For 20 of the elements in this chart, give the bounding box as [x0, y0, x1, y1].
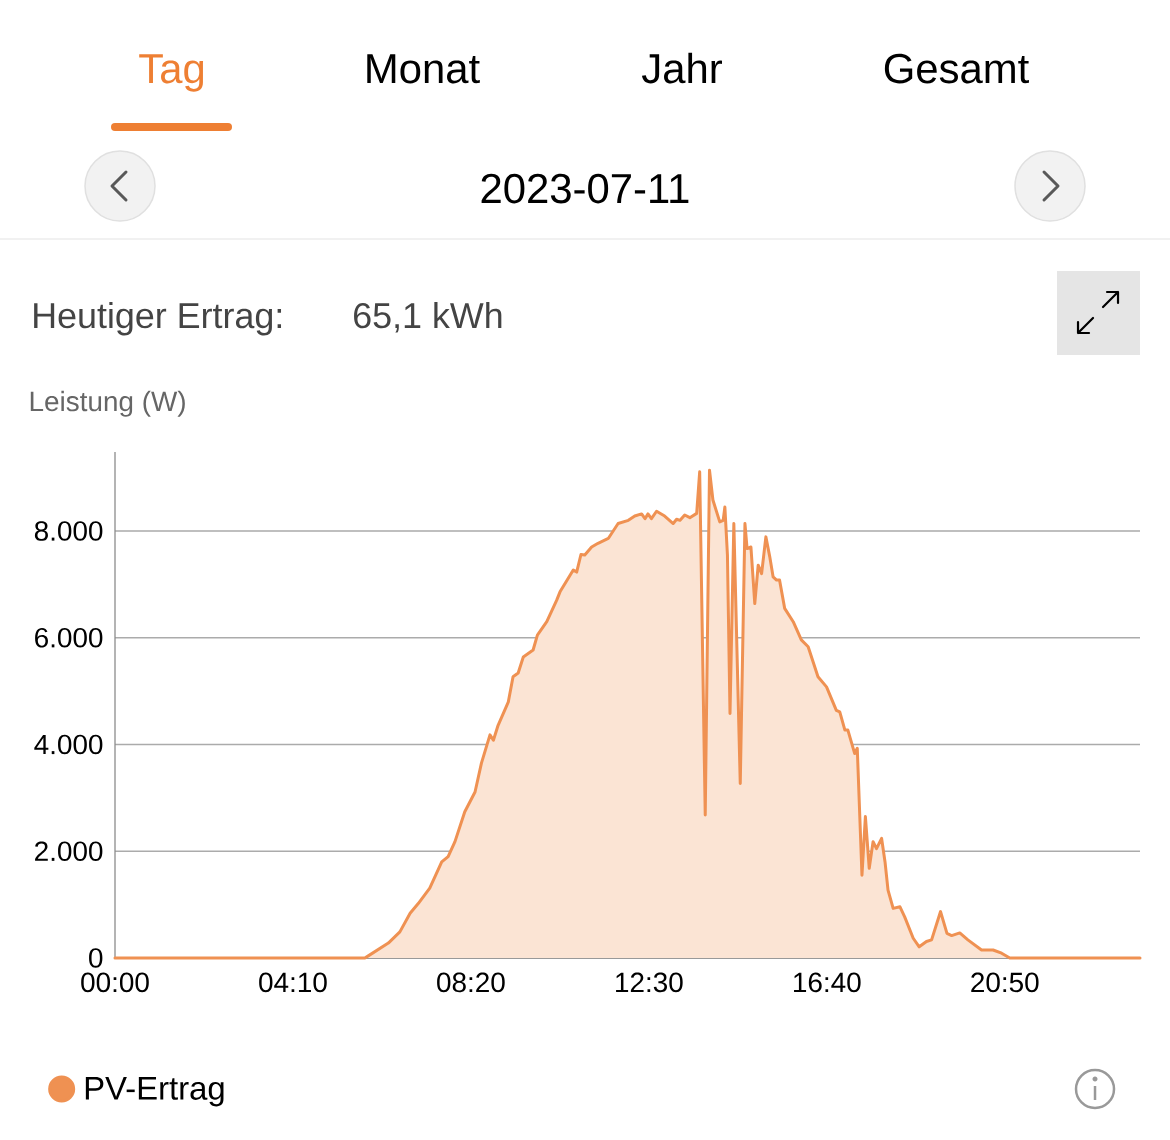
y-axis-title: Leistung (W) [30, 390, 185, 417]
x-tick-label: 00:00 [81, 972, 149, 993]
text: Gesamt [884, 53, 1029, 84]
text: Monat [367, 54, 480, 84]
y-tick-label: 0 [89, 948, 103, 968]
x-tick-label: 16:40 [794, 972, 861, 993]
text: Tag [139, 54, 204, 92]
y-tick-label: 6.000 [35, 627, 103, 648]
x-tick-label: 20:50 [971, 972, 1039, 993]
y-tick-label: 4.000 [34, 734, 103, 755]
text: 65,1 kWh [354, 302, 502, 333]
x-tick-label: 12:30 [616, 972, 683, 993]
y-tick-label: 2.000 [35, 841, 103, 862]
chart-title: 2023-07-11 [481, 173, 689, 204]
text: Heutiger Ertrag: [34, 302, 282, 336]
legend-label: PV-Ertrag [85, 1076, 224, 1107]
text: Jahr [641, 52, 722, 84]
x-tick-label: 08:20 [437, 972, 505, 993]
y-tick-label: 8.000 [34, 521, 103, 541]
x-tick-label: 04:10 [259, 972, 327, 993]
